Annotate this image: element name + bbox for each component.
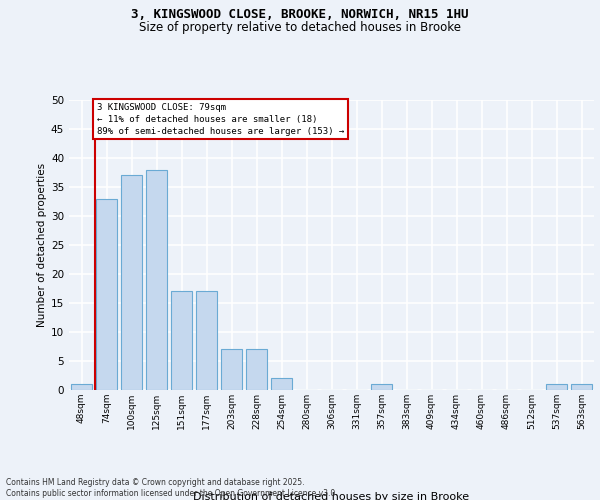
Y-axis label: Number of detached properties: Number of detached properties (37, 163, 47, 327)
Bar (96, 198, 117, 390)
Bar (371, 384, 392, 390)
Bar (271, 378, 292, 390)
X-axis label: Distribution of detached houses by size in Brooke: Distribution of detached houses by size … (193, 492, 470, 500)
Text: 3 KINGSWOOD CLOSE: 79sqm
← 11% of detached houses are smaller (18)
89% of semi-d: 3 KINGSWOOD CLOSE: 79sqm ← 11% of detach… (97, 103, 344, 136)
Text: Size of property relative to detached houses in Brooke: Size of property relative to detached ho… (139, 21, 461, 34)
Bar (121, 176, 142, 390)
Bar (571, 384, 592, 390)
Bar (71, 384, 92, 390)
Text: 3, KINGSWOOD CLOSE, BROOKE, NORWICH, NR15 1HU: 3, KINGSWOOD CLOSE, BROOKE, NORWICH, NR1… (131, 8, 469, 20)
Text: Contains HM Land Registry data © Crown copyright and database right 2025.
Contai: Contains HM Land Registry data © Crown c… (6, 478, 338, 498)
Bar (221, 350, 242, 390)
Bar (146, 170, 167, 390)
Bar (171, 292, 192, 390)
Bar (246, 350, 267, 390)
Bar (546, 384, 567, 390)
Bar (196, 292, 217, 390)
